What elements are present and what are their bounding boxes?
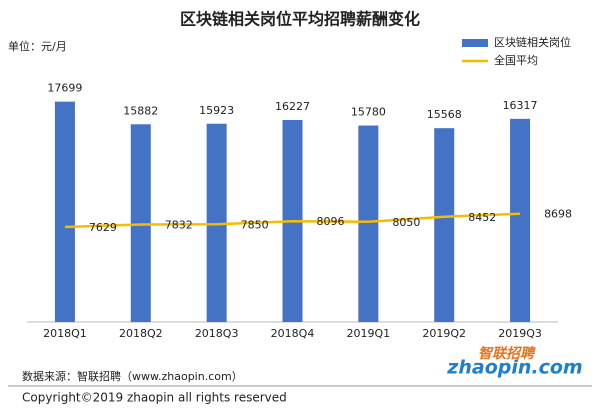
x-tick-label: 2018Q2 [119, 327, 163, 340]
bar-value-label: 16317 [503, 99, 538, 112]
bar-value-label: 15882 [123, 104, 158, 117]
bar [358, 125, 379, 322]
source: 数据来源：智联招聘（www.zhaopin.com） [22, 369, 243, 383]
bar-value-label: 17699 [47, 82, 82, 95]
x-tick-label: 2018Q3 [195, 327, 239, 340]
line-value-label: 8452 [468, 211, 496, 224]
line [64, 212, 521, 229]
legend-label: 全国平均 [494, 53, 538, 67]
x-tick-label: 2019Q1 [347, 327, 391, 340]
legend-swatch [462, 39, 488, 47]
copyright: Copyright©2019 zhaopin all rights reserv… [22, 391, 287, 405]
line-value-label: 7850 [241, 218, 269, 231]
bar [206, 123, 227, 322]
chart-title: 区块链相关岗位平均招聘薪酬变化 [180, 10, 420, 29]
legend-label: 区块链相关岗位 [494, 35, 571, 49]
logo-text: zhaopin.com [446, 357, 582, 379]
bar-value-label: 15780 [351, 106, 386, 119]
bar-value-label: 16227 [275, 100, 310, 113]
x-tick-label: 2018Q4 [271, 327, 315, 340]
line-value-label: 8096 [317, 215, 345, 228]
unit-label: 单位：元/月 [8, 39, 67, 53]
x-tick-label: 2019Q3 [498, 327, 542, 340]
line-value-label: 8050 [392, 216, 420, 229]
logo-cn: 智联招聘 [478, 345, 536, 362]
bar-value-label: 15568 [427, 108, 462, 121]
x-tick-label: 2018Q1 [43, 327, 87, 340]
bar [434, 128, 455, 322]
line-value-label: 7832 [165, 218, 193, 231]
line-value-label: 8698 [544, 208, 572, 221]
bar [130, 124, 151, 322]
line-value-label: 7629 [89, 221, 117, 234]
bar [54, 101, 75, 322]
bar [510, 118, 531, 322]
bar-value-label: 15923 [199, 104, 234, 117]
x-tick-label: 2019Q2 [422, 327, 466, 340]
